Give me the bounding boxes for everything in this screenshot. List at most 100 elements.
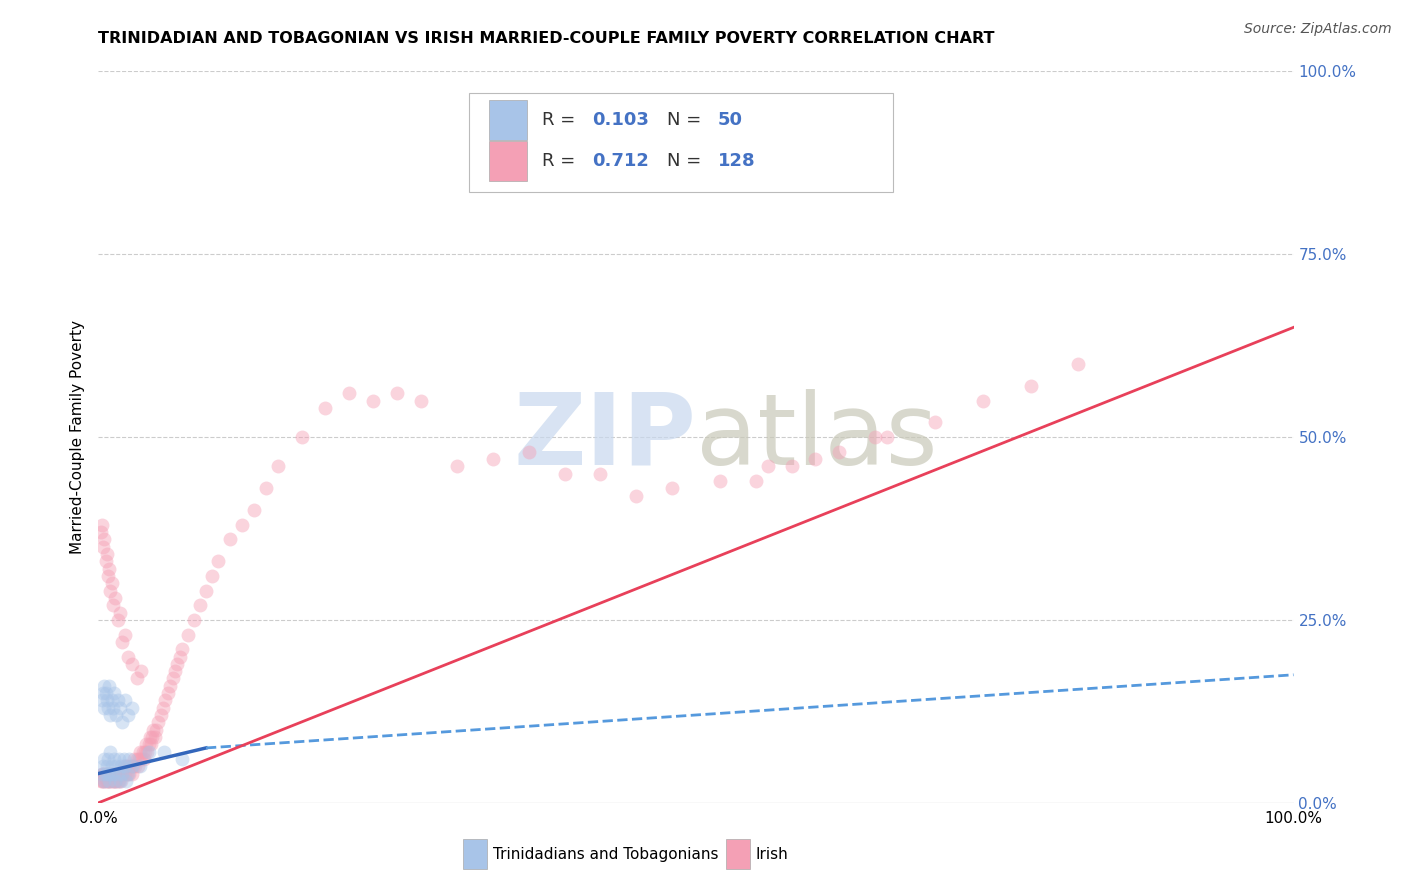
Point (145, 723, 167, 737)
Point (143, 730, 166, 744)
Point (93, 773, 115, 788)
Point (96, 773, 118, 788)
Point (111, 766, 134, 780)
Text: R =: R = (541, 153, 581, 170)
Point (118, 752, 141, 766)
Point (162, 672, 184, 686)
Point (101, 766, 124, 780)
Point (104, 773, 127, 788)
Point (93, 766, 115, 780)
Point (97, 766, 120, 780)
Point (243, 503, 266, 517)
Point (110, 759, 132, 773)
Point (411, 393, 433, 408)
Point (104, 591, 127, 605)
Text: 0.712: 0.712 (592, 153, 650, 170)
Point (105, 759, 128, 773)
Point (107, 773, 129, 788)
Point (114, 766, 136, 780)
Point (139, 730, 162, 744)
Point (96, 759, 118, 773)
Point (339, 386, 361, 401)
Point (972, 393, 994, 408)
Point (745, 474, 768, 488)
Point (107, 766, 129, 780)
Point (101, 773, 124, 788)
Point (152, 700, 174, 714)
Point (131, 752, 153, 766)
Point (661, 481, 683, 495)
Point (626, 489, 648, 503)
FancyBboxPatch shape (725, 839, 749, 869)
Point (101, 599, 124, 613)
Point (94, 686, 117, 700)
Point (315, 401, 337, 415)
Point (132, 752, 155, 766)
Point (100, 693, 122, 707)
Point (117, 708, 139, 723)
Point (111, 715, 134, 730)
Point (172, 752, 194, 766)
Point (804, 452, 827, 467)
Point (90, 773, 112, 788)
Point (141, 730, 163, 744)
Point (127, 759, 149, 773)
Text: ZIP: ZIP (513, 389, 696, 485)
Point (91, 766, 114, 780)
Point (91, 773, 114, 788)
Point (121, 759, 143, 773)
Point (207, 554, 229, 568)
Point (828, 444, 851, 458)
Point (139, 737, 162, 751)
Point (363, 393, 385, 408)
Point (120, 759, 142, 773)
Point (104, 766, 127, 780)
Point (94, 554, 117, 568)
Point (117, 759, 139, 773)
Point (96, 547, 118, 561)
Point (124, 759, 146, 773)
Point (172, 642, 194, 657)
Point (98, 708, 122, 723)
Point (267, 459, 290, 474)
Point (114, 627, 136, 641)
Point (108, 606, 131, 620)
Point (98, 773, 122, 788)
Y-axis label: Married-Couple Family Poverty: Married-Couple Family Poverty (69, 320, 84, 554)
Point (709, 474, 731, 488)
Point (122, 759, 145, 773)
Point (98, 679, 121, 693)
Point (129, 745, 152, 759)
Point (115, 759, 138, 773)
Point (517, 444, 540, 458)
Point (107, 766, 129, 780)
Point (138, 737, 160, 751)
Point (183, 613, 205, 627)
Point (121, 657, 143, 671)
Point (153, 745, 176, 759)
Point (115, 773, 138, 788)
Point (105, 773, 128, 788)
FancyBboxPatch shape (489, 141, 527, 181)
Point (117, 766, 139, 780)
Point (100, 759, 122, 773)
Point (108, 773, 131, 788)
Point (105, 766, 128, 780)
Point (117, 649, 139, 664)
Point (481, 452, 505, 467)
Point (98, 766, 122, 780)
Point (98, 745, 122, 759)
Point (155, 693, 177, 707)
Point (118, 766, 141, 780)
Point (103, 773, 125, 788)
Point (91, 766, 114, 780)
Point (91, 773, 114, 788)
Point (169, 649, 191, 664)
FancyBboxPatch shape (470, 94, 893, 192)
Point (385, 386, 409, 401)
Point (91, 766, 114, 780)
Point (110, 773, 132, 788)
Point (91, 540, 114, 554)
Point (97, 752, 120, 766)
Point (112, 752, 135, 766)
